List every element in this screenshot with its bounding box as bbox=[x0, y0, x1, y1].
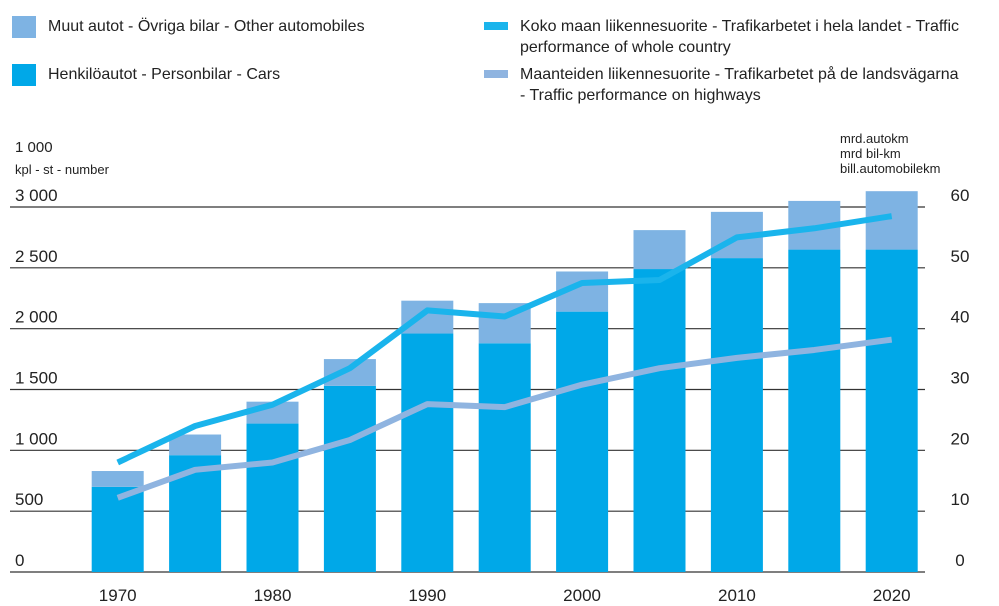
bar bbox=[323, 385, 376, 572]
y2-tick-label: 60 bbox=[951, 186, 970, 205]
legend-label: Maanteiden liikennesuorite - Trafikarbet… bbox=[520, 66, 959, 104]
x-tick-label: 2000 bbox=[563, 586, 601, 605]
bar bbox=[91, 471, 144, 487]
legend-swatch bbox=[12, 64, 36, 86]
bar bbox=[865, 249, 918, 573]
x-tick-label: 1990 bbox=[408, 586, 446, 605]
y2-axis-label: bill.automobilekm bbox=[840, 161, 940, 176]
y2-axis-label: mrd.autokm bbox=[840, 131, 909, 146]
y-tick-label: 2 500 bbox=[15, 247, 58, 266]
x-tick-label: 2010 bbox=[718, 586, 756, 605]
y2-tick-label: 40 bbox=[951, 308, 970, 327]
line bbox=[116, 336, 893, 501]
legend-swatch bbox=[484, 22, 508, 30]
y-axis-label: 1 000 bbox=[15, 139, 53, 156]
y-tick-label: 0 bbox=[15, 551, 24, 570]
bar bbox=[91, 486, 144, 572]
bar bbox=[401, 300, 454, 334]
bar bbox=[633, 269, 686, 572]
y-tick-label: 2 000 bbox=[15, 308, 58, 327]
y2-tick-label: 0 bbox=[955, 551, 964, 570]
y-tick-label: 1 500 bbox=[15, 369, 58, 388]
legend-swatch bbox=[12, 16, 36, 38]
legend-label: Henkilöautot - Personbilar - Cars bbox=[48, 66, 281, 83]
bar bbox=[323, 359, 376, 386]
bar bbox=[556, 311, 609, 572]
x-tick-label: 2020 bbox=[873, 586, 911, 605]
line bbox=[116, 213, 893, 466]
bar bbox=[169, 434, 222, 456]
bar bbox=[633, 230, 686, 270]
bar bbox=[710, 258, 763, 572]
legend-item: Muut autot - Övriga bilar - Other automo… bbox=[12, 16, 462, 38]
y-tick-label: 500 bbox=[15, 490, 43, 509]
y-tick-label: 1 000 bbox=[15, 429, 58, 448]
legend-label: Koko maan liikennesuorite - Trafikarbete… bbox=[520, 18, 960, 56]
legend-swatch bbox=[484, 70, 508, 78]
legend-item: Koko maan liikennesuorite - Trafikarbete… bbox=[484, 16, 984, 58]
legend-item: Maanteiden liikennesuorite - Trafikarbet… bbox=[484, 64, 984, 106]
y2-tick-label: 10 bbox=[951, 490, 970, 509]
x-tick-label: 1970 bbox=[99, 586, 137, 605]
y-tick-label: 3 000 bbox=[15, 186, 58, 205]
bar bbox=[478, 343, 531, 572]
legend-item: Henkilöautot - Personbilar - Cars bbox=[12, 64, 462, 86]
bar bbox=[246, 423, 299, 572]
y2-axis-label: mrd bil-km bbox=[840, 146, 901, 161]
bar bbox=[788, 249, 841, 573]
bar bbox=[401, 333, 454, 572]
y2-tick-label: 20 bbox=[951, 429, 970, 448]
x-tick-label: 1980 bbox=[254, 586, 292, 605]
y2-tick-label: 30 bbox=[951, 369, 970, 388]
y-axis-label: kpl - st - number bbox=[15, 162, 110, 177]
y2-tick-label: 50 bbox=[951, 247, 970, 266]
legend-label: Muut autot - Övriga bilar - Other automo… bbox=[48, 18, 365, 35]
